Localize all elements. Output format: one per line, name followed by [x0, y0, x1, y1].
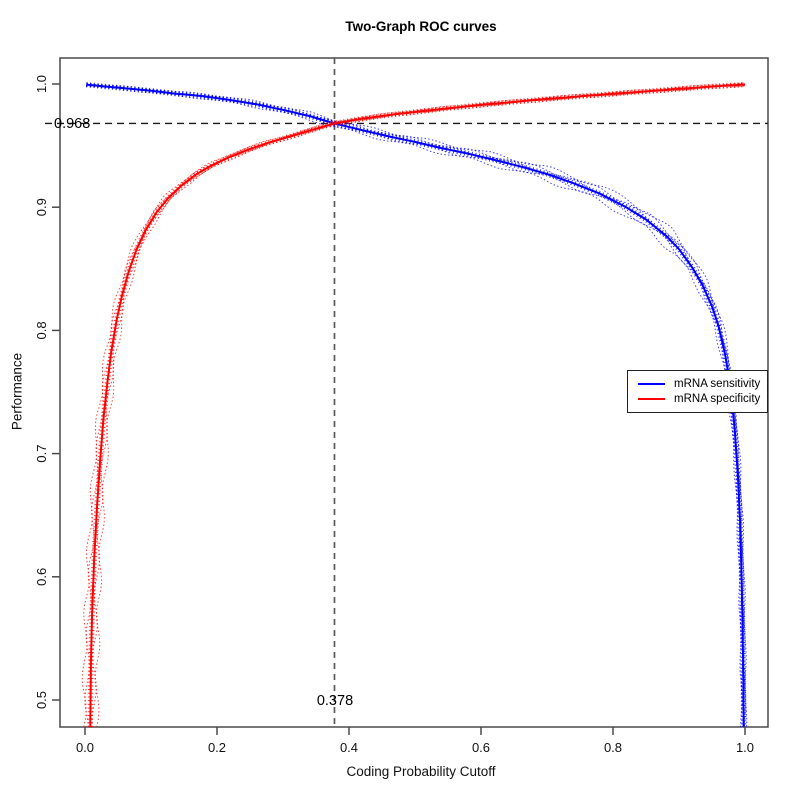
legend-label-sensitivity: mRNA sensitivity: [674, 378, 761, 390]
y-axis-label: Performance: [9, 352, 25, 431]
y-tick-label: 0.6: [34, 568, 49, 586]
x-tick-label: 0.6: [472, 740, 490, 755]
legend-item-sensitivity: mRNA sensitivity: [628, 378, 767, 390]
sensitivity-line-swatch: [638, 382, 665, 386]
crossover-cutoff-label: 0.378: [316, 693, 354, 709]
x-tick-label: 0.2: [208, 740, 226, 755]
x-tick-label: 0.8: [604, 740, 622, 755]
legend-label-specificity: mRNA specificity: [674, 393, 761, 405]
chart-title: Two-Graph ROC curves: [345, 19, 497, 34]
y-tick-label: 1.0: [34, 75, 49, 93]
specificity-curve: [89, 83, 746, 727]
specificity-line-swatch: [638, 397, 665, 401]
x-axis-label: Coding Probability Cutoff: [346, 764, 496, 779]
y-tick-label: 0.8: [34, 321, 49, 339]
legend: mRNA sensitivity mRNA specificity: [627, 370, 768, 413]
sensitivity-confidence-band: [86, 84, 744, 727]
specificity-confidence-band: [84, 82, 745, 727]
plot-border: [59, 57, 769, 728]
sensitivity-confidence-band: [86, 82, 748, 727]
curves-group: [81, 81, 748, 727]
y-tick-label: 0.5: [34, 691, 49, 709]
y-tick-label: 0.7: [34, 445, 49, 463]
legend-item-specificity: mRNA specificity: [628, 393, 767, 405]
specificity-confidence-band: [94, 85, 746, 727]
x-tick-label: 1.0: [736, 740, 754, 755]
specificity-confidence-band: [81, 82, 745, 727]
sensitivity-curve: [86, 83, 745, 727]
x-tick-label: 0.4: [340, 740, 358, 755]
y-tick-label: 0.9: [34, 198, 49, 216]
specificity-confidence-band: [91, 85, 746, 727]
crossover-performance-label: 0.968: [54, 116, 91, 132]
x-tick-label: 0.0: [76, 740, 94, 755]
